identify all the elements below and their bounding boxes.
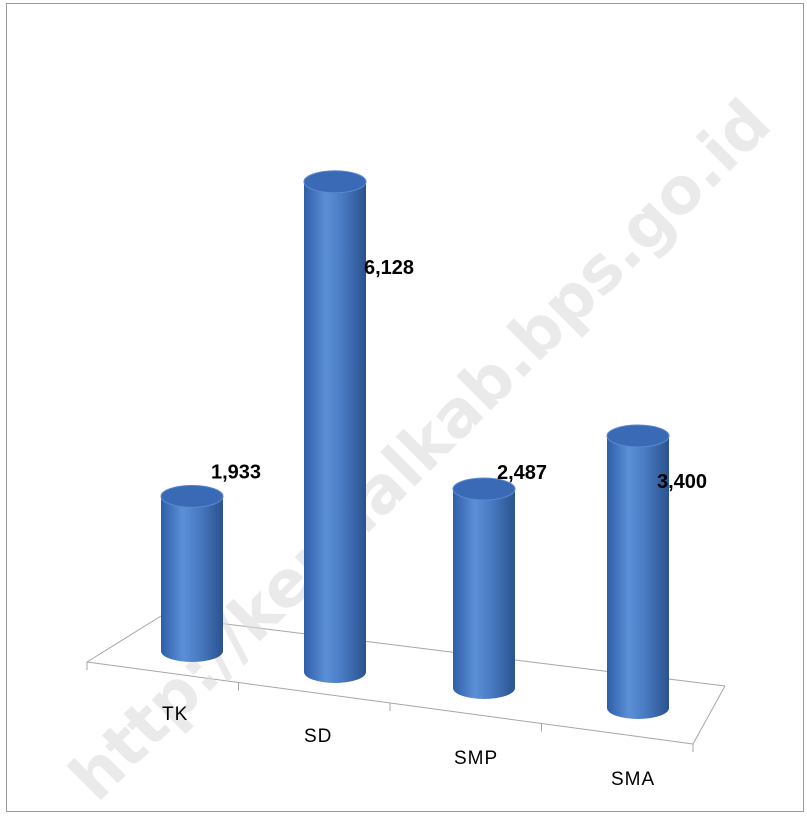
bar-top-sd (303, 170, 367, 194)
bar-body-tk (161, 496, 223, 662)
bar-tk (160, 484, 224, 662)
value-label-sma: 3,400 (657, 471, 707, 493)
bar-sma (606, 424, 670, 719)
value-label-smp: 2,487 (497, 462, 547, 484)
bar-top-tk (160, 484, 224, 508)
category-labels: TK SD SMP SMA (162, 704, 655, 790)
bar-body-sma (607, 436, 669, 719)
bar-series (160, 170, 670, 719)
value-label-tk: 1,933 (211, 461, 261, 483)
floor-edge-right (692, 685, 726, 745)
category-label-tk: TK (162, 704, 188, 725)
value-label-sd: 6,128 (364, 257, 414, 279)
bar-body-sd (304, 181, 366, 683)
bar-sd (303, 170, 367, 683)
bar-top-smp (452, 477, 516, 501)
bar-top-sma (606, 424, 670, 448)
chart-svg: http://kendalkab.bps.go.id 1,9336,1282,4… (56, 86, 785, 813)
bar-body-smp (453, 489, 515, 699)
chart-frame: http://kendalkab.bps.go.id 1,933 6,128 2,4… (6, 3, 804, 813)
category-label-sd: SD (304, 726, 332, 747)
bar-smp (452, 477, 516, 699)
floor-edge-left (86, 615, 162, 663)
value-labels: 1,933 6,128 2,487 3,400 (211, 257, 707, 493)
category-label-smp: SMP (454, 748, 498, 769)
category-label-sma: SMA (611, 769, 655, 790)
